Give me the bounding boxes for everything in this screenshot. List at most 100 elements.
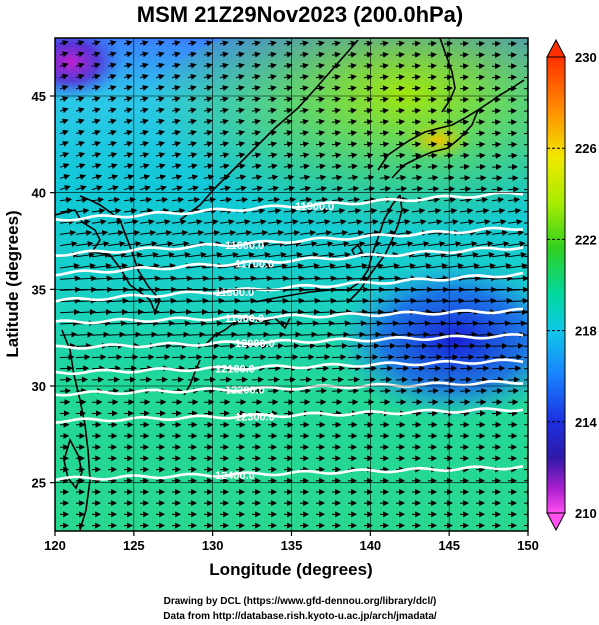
wind-arrow	[251, 263, 272, 270]
wind-arrow	[171, 240, 190, 247]
wind-arrow	[411, 130, 422, 137]
wind-arrow	[315, 141, 326, 148]
wind-arrow	[139, 219, 155, 225]
wind-arrow	[443, 207, 458, 214]
wind-arrow	[491, 175, 503, 182]
wind-arrow	[523, 210, 528, 213]
wind-arrow	[443, 107, 454, 114]
wind-arrow	[347, 96, 357, 103]
wind-arrow	[123, 51, 133, 58]
wind-arrow	[139, 152, 150, 158]
wind-arrow	[219, 96, 229, 103]
wind-arrow	[507, 186, 520, 193]
wind-arrow	[523, 266, 528, 269]
wind-arrow	[475, 96, 486, 103]
wind-arrow	[75, 240, 94, 247]
wind-arrow	[411, 96, 421, 103]
wind-arrow	[235, 118, 245, 125]
wind-arrow	[283, 174, 295, 181]
wind-arrow	[395, 230, 413, 236]
wind-arrow	[139, 62, 149, 69]
wind-arrow	[203, 185, 215, 192]
wind-arrow	[427, 263, 448, 270]
wind-arrow	[171, 73, 181, 80]
wind-arrow	[315, 62, 325, 69]
wind-arrow	[475, 320, 495, 327]
wind-arrow	[267, 74, 277, 80]
coast-sado	[351, 243, 364, 258]
wind-arrow	[315, 96, 325, 103]
wind-arrow	[75, 230, 93, 236]
wind-arrow	[507, 376, 521, 383]
wind-arrow	[459, 263, 480, 270]
wind-arrow	[123, 163, 134, 169]
x-tick-label: 120	[44, 538, 66, 553]
wind-arrow	[107, 73, 117, 80]
wind-arrow	[171, 118, 181, 125]
wind-arrow	[523, 334, 528, 336]
wind-arrow	[203, 376, 217, 383]
wind-arrow	[379, 365, 394, 372]
wind-arrow	[395, 40, 405, 47]
wind-arrow	[459, 96, 469, 103]
wind-arrow	[395, 387, 408, 394]
wind-arrow	[347, 51, 357, 58]
wind-arrow	[75, 342, 92, 349]
wind-arrow	[123, 73, 133, 80]
height-contour	[55, 226, 524, 258]
wind-arrow	[171, 207, 186, 214]
wind-arrow	[155, 51, 165, 58]
coast-russia	[179, 39, 359, 221]
wind-arrow	[267, 230, 285, 236]
wind-arrow	[443, 320, 463, 327]
wind-arrow	[75, 85, 85, 91]
wind-arrow	[411, 263, 432, 270]
wind-arrow	[443, 376, 457, 383]
wind-arrow	[187, 365, 202, 372]
wind-arrow	[507, 263, 528, 270]
wind-arrow	[75, 40, 85, 46]
wind-arrow	[219, 185, 231, 192]
wind-arrow	[235, 163, 246, 170]
wind-arrow	[219, 342, 236, 349]
wind-arrow	[395, 130, 406, 137]
wind-arrow	[299, 331, 318, 338]
wind-arrow	[507, 152, 518, 159]
wind-arrow	[459, 365, 474, 372]
wind-arrow	[507, 163, 518, 170]
wind-arrow	[395, 51, 405, 58]
wind-arrow	[203, 152, 214, 159]
wind-arrow	[443, 163, 454, 170]
wind-arrow	[411, 40, 421, 47]
wind-arrow	[171, 163, 182, 170]
x-tick-label: 130	[202, 538, 224, 553]
wind-arrow	[107, 40, 117, 47]
wind-arrow	[155, 252, 175, 258]
wind-arrow	[107, 107, 117, 114]
wind-arrow	[347, 365, 362, 372]
wind-arrow	[395, 376, 409, 383]
coast-sakhalin	[439, 38, 456, 113]
wind-arrow	[235, 331, 254, 338]
wind-arrow	[491, 230, 509, 236]
wind-arrow	[411, 240, 430, 247]
wind-arrow	[219, 129, 229, 136]
wind-arrow	[395, 85, 405, 92]
wind-arrow	[251, 320, 271, 327]
wind-arrow	[443, 141, 454, 148]
wind-arrow	[219, 309, 240, 316]
wind-arrow	[187, 40, 197, 47]
wind-arrow	[491, 141, 502, 148]
wind-arrow	[235, 40, 245, 47]
wind-arrow	[347, 342, 364, 349]
wind-arrow	[155, 219, 171, 225]
wind-arrow	[107, 354, 123, 361]
wind-arrow	[411, 297, 433, 304]
wind-arrow	[235, 320, 255, 327]
wind-arrow	[475, 365, 490, 372]
wind-arrow	[187, 320, 207, 327]
wind-arrow	[443, 342, 460, 349]
wind-arrow	[219, 252, 239, 258]
wind-arrow	[123, 240, 142, 247]
wind-arrow	[491, 376, 505, 383]
